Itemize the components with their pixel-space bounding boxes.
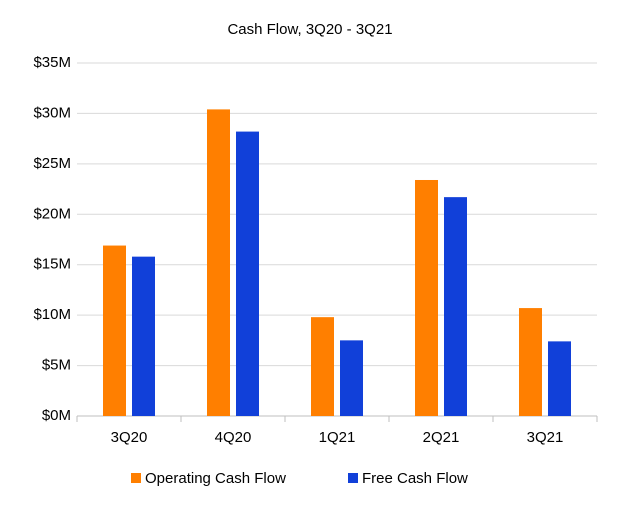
bar <box>548 341 571 416</box>
y-tick-label: $30M <box>33 104 71 121</box>
legend-swatch <box>348 473 358 483</box>
legend-label: Operating Cash Flow <box>145 470 286 487</box>
x-tick-label: 4Q20 <box>215 429 252 446</box>
bar <box>207 109 230 416</box>
bar <box>340 340 363 416</box>
bar <box>519 308 542 416</box>
legend-label: Free Cash Flow <box>362 470 468 487</box>
y-tick-label: $35M <box>33 54 71 71</box>
x-tick-label: 2Q21 <box>423 429 460 446</box>
y-tick-label: $25M <box>33 155 71 172</box>
y-tick-label: $0M <box>42 407 71 424</box>
x-tick-label: 3Q21 <box>527 429 564 446</box>
y-tick-label: $20M <box>33 205 71 222</box>
bar <box>132 256 155 416</box>
bar <box>236 131 259 416</box>
x-tick-label: 1Q21 <box>319 429 356 446</box>
bar <box>444 197 467 416</box>
bar <box>415 179 438 416</box>
y-tick-label: $10M <box>33 306 71 323</box>
legend-swatch <box>131 473 141 483</box>
bar <box>103 245 126 416</box>
x-tick-label: 3Q20 <box>111 429 148 446</box>
y-tick-label: $15M <box>33 256 71 273</box>
y-tick-label: $5M <box>42 357 71 374</box>
chart-title: Cash Flow, 3Q20 - 3Q21 <box>227 21 392 38</box>
bar <box>311 317 334 416</box>
